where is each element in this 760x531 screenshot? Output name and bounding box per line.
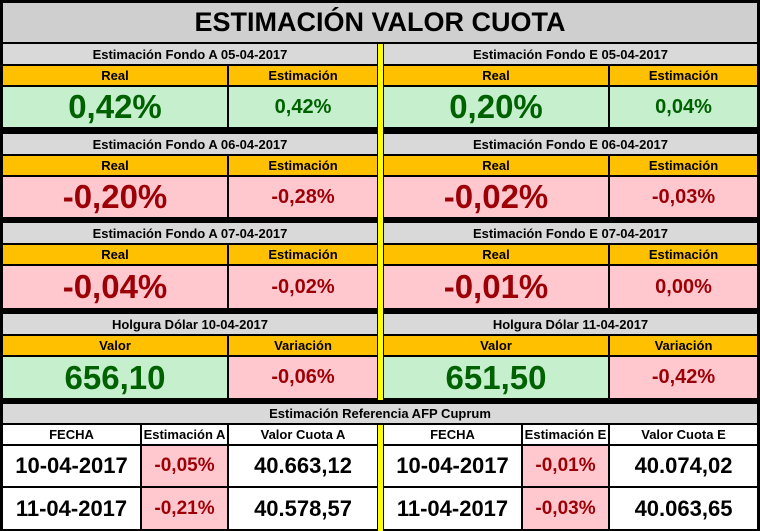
fecha-e-header: FECHA bbox=[384, 425, 521, 444]
estimacion-e-header: Estimación E bbox=[523, 425, 608, 444]
fondo-a-estimacion-value: -0,28% bbox=[229, 177, 377, 217]
estimacion-header: Estimación bbox=[229, 245, 377, 264]
real-header: Real bbox=[3, 245, 227, 264]
estimacion-e-cell: -0,03% bbox=[523, 488, 608, 529]
real-header: Real bbox=[384, 156, 608, 175]
holgura-caption-right: Holgura Dólar 11-04-2017 bbox=[384, 314, 757, 334]
estimacion-header: Estimación bbox=[610, 66, 757, 85]
variacion-header: Variación bbox=[610, 336, 757, 355]
holgura-variacion-left: -0,06% bbox=[229, 357, 377, 398]
estimacion-e-cell: -0,01% bbox=[523, 446, 608, 486]
fondo-a-caption: Estimación Fondo A 05-04-2017 bbox=[3, 44, 377, 64]
holgura-valor-right: 651,50 bbox=[384, 357, 608, 398]
real-header: Real bbox=[384, 245, 608, 264]
fondo-a-real-value: -0,20% bbox=[3, 177, 227, 217]
fondo-a-caption: Estimación Fondo A 06-04-2017 bbox=[3, 134, 377, 154]
fondo-a-estimacion-value: 0,42% bbox=[229, 87, 377, 127]
valor-cuota-a-cell: 40.663,12 bbox=[229, 446, 377, 486]
estimacion-a-header: Estimación A bbox=[142, 425, 227, 444]
fondo-e-caption: Estimación Fondo E 07-04-2017 bbox=[384, 223, 757, 243]
estimacion-header: Estimación bbox=[229, 156, 377, 175]
real-header: Real bbox=[3, 156, 227, 175]
fecha-a-cell: 11-04-2017 bbox=[3, 488, 140, 529]
valor-cuota-a-cell: 40.578,57 bbox=[229, 488, 377, 529]
holgura-caption-left: Holgura Dólar 10-04-2017 bbox=[3, 314, 377, 334]
real-header: Real bbox=[3, 66, 227, 85]
estimacion-header: Estimación bbox=[610, 156, 757, 175]
fondo-e-caption: Estimación Fondo E 05-04-2017 bbox=[384, 44, 757, 64]
fondo-e-real-value: 0,20% bbox=[384, 87, 608, 127]
valor-cuota-e-cell: 40.074,02 bbox=[610, 446, 757, 486]
valor-cuota-a-header: Valor Cuota A bbox=[229, 425, 377, 444]
estimacion-header: Estimación bbox=[229, 66, 377, 85]
fecha-a-cell: 10-04-2017 bbox=[3, 446, 140, 486]
fondo-a-real-value: -0,04% bbox=[3, 266, 227, 308]
fondo-a-real-value: 0,42% bbox=[3, 87, 227, 127]
fondo-e-estimacion-value: -0,03% bbox=[610, 177, 757, 217]
yellow-divider bbox=[378, 425, 383, 531]
fecha-e-cell: 11-04-2017 bbox=[384, 488, 521, 529]
fondo-a-caption: Estimación Fondo A 07-04-2017 bbox=[3, 223, 377, 243]
fondo-e-estimacion-value: 0,04% bbox=[610, 87, 757, 127]
holgura-variacion-right: -0,42% bbox=[610, 357, 757, 398]
variacion-header: Variación bbox=[229, 336, 377, 355]
page-title: ESTIMACIÓN VALOR CUOTA bbox=[3, 3, 757, 42]
estimacion-header: Estimación bbox=[610, 245, 757, 264]
fecha-e-cell: 10-04-2017 bbox=[384, 446, 521, 486]
yellow-divider bbox=[378, 44, 383, 400]
real-header: Real bbox=[384, 66, 608, 85]
referencia-caption: Estimación Referencia AFP Cuprum bbox=[3, 404, 757, 423]
holgura-valor-left: 656,10 bbox=[3, 357, 227, 398]
fondo-e-real-value: -0,01% bbox=[384, 266, 608, 308]
valor-header: Valor bbox=[384, 336, 608, 355]
fondo-e-caption: Estimación Fondo E 06-04-2017 bbox=[384, 134, 757, 154]
fondo-e-estimacion-value: 0,00% bbox=[610, 266, 757, 308]
estimacion-a-cell: -0,05% bbox=[142, 446, 227, 486]
valor-cuota-e-cell: 40.063,65 bbox=[610, 488, 757, 529]
valor-header: Valor bbox=[3, 336, 227, 355]
fecha-a-header: FECHA bbox=[3, 425, 140, 444]
valor-cuota-e-header: Valor Cuota E bbox=[610, 425, 757, 444]
estimacion-a-cell: -0,21% bbox=[142, 488, 227, 529]
fondo-e-real-value: -0,02% bbox=[384, 177, 608, 217]
fondo-a-estimacion-value: -0,02% bbox=[229, 266, 377, 308]
